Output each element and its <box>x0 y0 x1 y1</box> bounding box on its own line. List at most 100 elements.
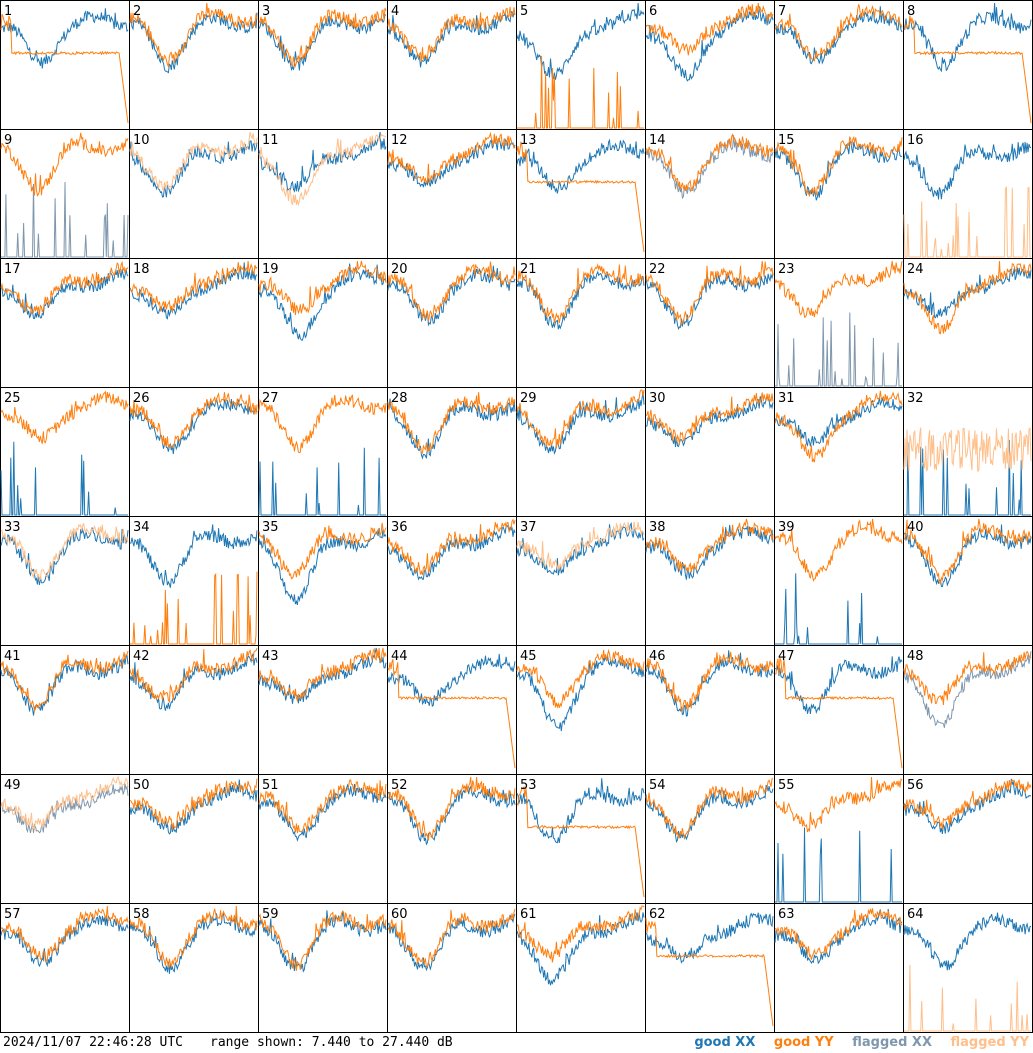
series-yy-flagged <box>0 522 129 582</box>
tile-frame <box>903 258 1033 388</box>
tile-57: 57 <box>0 903 130 1033</box>
tile-label: 57 <box>4 907 21 922</box>
tile-label: 27 <box>262 391 279 406</box>
tile-label: 13 <box>520 133 537 148</box>
tile-frame <box>258 258 388 388</box>
tile-3: 3 <box>258 0 388 130</box>
tile-label: 32 <box>907 391 924 406</box>
series-yy-good <box>387 659 516 769</box>
series-yy-good <box>130 571 258 645</box>
tile-label: 11 <box>262 133 279 148</box>
tile-frame <box>903 774 1033 904</box>
tile-64: 64 <box>903 903 1033 1033</box>
tile-9: 9 <box>0 129 130 259</box>
tile-12: 12 <box>387 129 517 259</box>
tile-50: 50 <box>129 774 259 904</box>
tile-43: 43 <box>258 645 388 775</box>
tile-label: 55 <box>778 778 795 793</box>
tile-label: 48 <box>907 649 924 664</box>
tile-label: 3 <box>262 4 270 19</box>
series-yy-good <box>645 917 774 1027</box>
tile-label: 39 <box>778 520 795 535</box>
tile-frame <box>516 774 646 904</box>
tile-13: 13 <box>516 129 646 259</box>
tile-26: 26 <box>129 387 259 517</box>
tile-label: 15 <box>778 133 795 148</box>
tile-frame <box>516 258 646 388</box>
series-xx-good <box>0 654 129 716</box>
tile-frame <box>129 774 259 904</box>
tile-label: 62 <box>649 907 666 922</box>
tile-label: 28 <box>391 391 408 406</box>
series-yy-good <box>258 779 387 834</box>
tile-label: 6 <box>649 4 657 19</box>
tile-label: 61 <box>520 907 537 922</box>
tile-frame <box>258 645 388 775</box>
series-yy-good <box>645 518 774 573</box>
tile-label: 1 <box>4 4 12 19</box>
series-xx-good <box>516 912 645 986</box>
series-yy-good <box>903 260 1032 335</box>
tile-frame <box>0 774 130 904</box>
tile-frame <box>774 903 904 1033</box>
tile-label: 22 <box>649 262 666 277</box>
series-yy-good <box>387 131 516 184</box>
tile-5: 5 <box>516 0 646 130</box>
tile-17: 17 <box>0 258 130 388</box>
tile-label: 47 <box>778 649 795 664</box>
series-yy-good <box>258 394 387 454</box>
tile-1: 1 <box>0 0 130 130</box>
tile-41: 41 <box>0 645 130 775</box>
series-yy-flagged <box>903 185 1031 258</box>
tile-label: 14 <box>649 133 666 148</box>
series-yy-good <box>129 778 258 831</box>
series-yy-good <box>903 15 1032 124</box>
series-yy-good <box>774 656 903 769</box>
tile-label: 30 <box>649 391 666 406</box>
series-xx-good <box>645 784 774 844</box>
tile-label: 26 <box>133 391 150 406</box>
tile-38: 38 <box>645 516 775 646</box>
series-xx-flagged <box>775 312 902 387</box>
series-yy-good <box>387 261 516 322</box>
series-xx-good <box>903 267 1032 319</box>
tile-45: 45 <box>516 645 646 775</box>
series-xx-good <box>516 778 645 844</box>
tile-58: 58 <box>129 903 259 1033</box>
series-yy-good <box>129 647 258 704</box>
tile-label: 50 <box>133 778 150 793</box>
series-xx-good <box>516 521 645 576</box>
tile-label: 19 <box>262 262 279 277</box>
tile-frame <box>387 645 517 775</box>
series-xx-good <box>775 573 902 645</box>
tile-label: 5 <box>520 4 528 19</box>
series-xx-good <box>645 650 774 717</box>
series-yy-good <box>387 392 516 455</box>
tile-37: 37 <box>516 516 646 646</box>
tile-label: 29 <box>520 391 537 406</box>
series-yy-good <box>258 522 387 580</box>
series-xx-good <box>775 827 902 903</box>
tile-34: 34 <box>129 516 259 646</box>
tile-label: 23 <box>778 262 795 277</box>
tile-frame <box>129 129 259 259</box>
series-yy-flagged <box>129 131 258 192</box>
tile-frame <box>516 129 646 259</box>
tile-frame <box>645 516 775 646</box>
series-yy-good <box>129 2 258 69</box>
tile-frame <box>129 0 259 130</box>
series-yy-good <box>774 908 903 960</box>
tile-label: 43 <box>262 649 279 664</box>
tile-label: 46 <box>649 649 666 664</box>
series-yy-good <box>903 650 1032 706</box>
tile-8: 8 <box>903 0 1033 130</box>
series-xx-good <box>903 912 1032 971</box>
series-yy-good <box>903 518 1032 584</box>
series-yy-good <box>0 390 129 444</box>
tile-label: 9 <box>4 133 12 148</box>
series-xx-good <box>904 439 1031 516</box>
tile-frame <box>129 903 259 1033</box>
series-yy-good <box>645 651 774 712</box>
series-yy-flagged <box>904 964 1031 1032</box>
tile-frame <box>129 645 259 775</box>
